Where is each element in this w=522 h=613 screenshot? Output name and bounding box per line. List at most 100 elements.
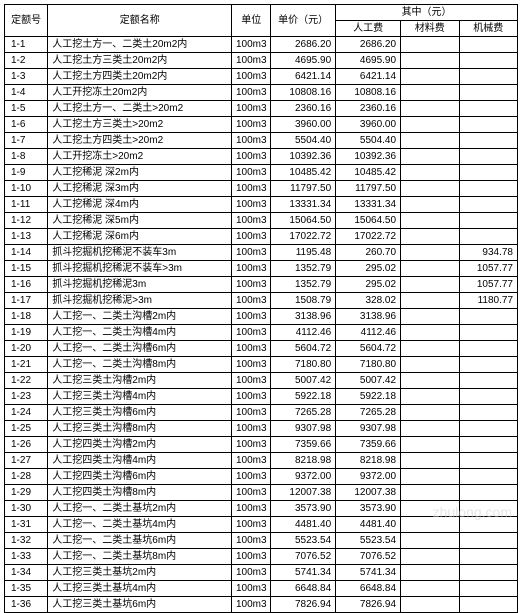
table-cell: 6421.14 — [336, 69, 401, 85]
table-cell: 1-4 — [5, 85, 48, 101]
table-cell: 1-20 — [5, 341, 48, 357]
table-cell: 5523.54 — [271, 533, 336, 549]
table-row: 1-32人工挖一、二类土基坑6m内100m35523.545523.54 — [5, 533, 518, 549]
table-cell: 5007.42 — [271, 373, 336, 389]
table-cell: 100m3 — [232, 325, 271, 341]
table-row: 1-15抓斗挖掘机挖稀泥不装车>3m100m31352.79295.021057… — [5, 261, 518, 277]
table-cell: 1057.77 — [459, 277, 518, 293]
table-cell: 4695.90 — [271, 53, 336, 69]
table-row: 1-18人工挖一、二类土沟槽2m内100m33138.963138.96 — [5, 309, 518, 325]
table-row: 1-34人工挖三类土基坑2m内100m35741.345741.34 — [5, 565, 518, 581]
table-cell — [401, 117, 459, 133]
table-cell: 100m3 — [232, 149, 271, 165]
table-cell — [401, 293, 459, 309]
table-cell: 1-15 — [5, 261, 48, 277]
table-cell: 10392.36 — [271, 149, 336, 165]
table-cell: 人工挖稀泥 深5m内 — [48, 213, 232, 229]
table-cell: 100m3 — [232, 181, 271, 197]
table-cell: 6421.14 — [271, 69, 336, 85]
table-cell: 人工挖土方一、二类土20m2内 — [48, 37, 232, 53]
table-cell: 1-31 — [5, 517, 48, 533]
table-row: 1-25人工挖三类土沟槽8m内100m39307.989307.98 — [5, 421, 518, 437]
table-cell: 100m3 — [232, 229, 271, 245]
header-mech: 机械费 — [459, 21, 518, 37]
table-cell: 1-3 — [5, 69, 48, 85]
table-cell: 人工挖四类土沟槽4m内 — [48, 453, 232, 469]
table-cell — [459, 453, 518, 469]
table-cell — [401, 37, 459, 53]
table-row: 1-36人工挖三类土基坑6m内100m37826.947826.94 — [5, 597, 518, 613]
table-cell: 7265.28 — [336, 405, 401, 421]
table-cell — [401, 501, 459, 517]
table-cell — [401, 341, 459, 357]
table-cell: 1-33 — [5, 549, 48, 565]
table-cell — [459, 597, 518, 613]
table-cell: 5741.34 — [336, 565, 401, 581]
table-cell: 7826.94 — [271, 597, 336, 613]
table-cell — [459, 565, 518, 581]
table-row: 1-1人工挖土方一、二类土20m2内100m32686.202686.20 — [5, 37, 518, 53]
table-cell: 9372.00 — [271, 469, 336, 485]
table-cell — [459, 469, 518, 485]
table-cell: 100m3 — [232, 437, 271, 453]
table-cell: 1-21 — [5, 357, 48, 373]
table-row: 1-8人工开挖冻土>20m2100m310392.3610392.36 — [5, 149, 518, 165]
table-cell: 100m3 — [232, 373, 271, 389]
table-cell: 抓斗挖掘机挖稀泥3m — [48, 277, 232, 293]
table-row: 1-3人工挖土方四类土20m2内100m36421.146421.14 — [5, 69, 518, 85]
table-cell: 100m3 — [232, 405, 271, 421]
table-row: 1-27人工挖四类土沟槽4m内100m38218.988218.98 — [5, 453, 518, 469]
table-cell: 100m3 — [232, 213, 271, 229]
table-cell: 100m3 — [232, 341, 271, 357]
table-cell — [459, 37, 518, 53]
table-cell: 9372.00 — [336, 469, 401, 485]
table-row: 1-19人工挖一、二类土沟槽4m内100m34112.464112.46 — [5, 325, 518, 341]
table-cell: 7359.66 — [336, 437, 401, 453]
table-cell — [459, 389, 518, 405]
table-cell: 2686.20 — [271, 37, 336, 53]
table-cell — [401, 261, 459, 277]
table-cell: 1-18 — [5, 309, 48, 325]
table-cell: 2360.16 — [336, 101, 401, 117]
table-cell: 人工挖稀泥 深3m内 — [48, 181, 232, 197]
table-cell — [401, 165, 459, 181]
table-cell — [459, 309, 518, 325]
header-group: 其中（元） — [336, 5, 518, 21]
table-cell: 人工挖一、二类土沟槽8m内 — [48, 357, 232, 373]
header-labor: 人工费 — [336, 21, 401, 37]
table-row: 1-35人工挖三类土基坑4m内100m36648.846648.84 — [5, 581, 518, 597]
table-cell: 100m3 — [232, 37, 271, 53]
table-cell: 10485.42 — [271, 165, 336, 181]
table-cell: 1-2 — [5, 53, 48, 69]
table-cell: 1352.79 — [271, 277, 336, 293]
table-cell: 7265.28 — [271, 405, 336, 421]
table-cell — [401, 149, 459, 165]
table-cell — [459, 581, 518, 597]
table-row: 1-11人工挖稀泥 深4m内100m313331.3413331.34 — [5, 197, 518, 213]
table-cell — [459, 421, 518, 437]
table-cell — [459, 197, 518, 213]
table-cell: 人工挖一、二类土沟槽2m内 — [48, 309, 232, 325]
table-cell: 人工挖三类土沟槽8m内 — [48, 421, 232, 437]
table-cell: 295.02 — [336, 261, 401, 277]
table-cell: 8218.98 — [336, 453, 401, 469]
table-cell: 100m3 — [232, 85, 271, 101]
table-cell: 100m3 — [232, 469, 271, 485]
table-cell: 人工挖一、二类土沟槽4m内 — [48, 325, 232, 341]
table-cell: 7076.52 — [271, 549, 336, 565]
table-cell: 抓斗挖掘机挖稀泥>3m — [48, 293, 232, 309]
table-cell: 100m3 — [232, 501, 271, 517]
table-cell: 4481.40 — [271, 517, 336, 533]
header-id: 定额号 — [5, 5, 48, 37]
table-cell: 1-27 — [5, 453, 48, 469]
table-cell — [401, 549, 459, 565]
table-cell: 人工挖土方一、二类土>20m2 — [48, 101, 232, 117]
table-cell: 10808.16 — [271, 85, 336, 101]
table-cell: 人工挖三类土基坑6m内 — [48, 597, 232, 613]
table-cell — [401, 229, 459, 245]
table-cell: 295.02 — [336, 277, 401, 293]
table-cell: 人工挖一、二类土基坑6m内 — [48, 533, 232, 549]
table-cell: 人工挖一、二类土基坑2m内 — [48, 501, 232, 517]
table-cell — [401, 181, 459, 197]
table-cell: 6648.84 — [336, 581, 401, 597]
